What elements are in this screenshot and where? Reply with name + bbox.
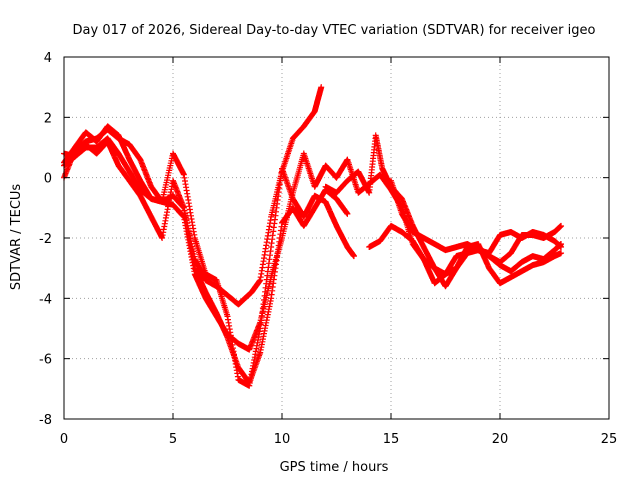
x-tick-label: 20 <box>492 432 509 447</box>
x-tick-label: 10 <box>274 432 291 447</box>
y-tick-label: -2 <box>39 232 52 247</box>
y-tick-label: -4 <box>39 292 52 307</box>
axis-layer: 0 5 10 15 20 25 -8 -6 -4 -2 0 2 4 <box>39 51 617 447</box>
y-tick-label: -6 <box>39 353 52 368</box>
x-tick-label: 25 <box>601 432 618 447</box>
y-tick-label: -8 <box>39 413 52 428</box>
y-tick-label: 2 <box>44 111 52 126</box>
series-track-3 <box>61 138 351 386</box>
x-axis-label: GPS time / hours <box>280 460 389 475</box>
series-layer <box>61 84 565 389</box>
chart-title: Day 017 of 2026, Sidereal Day-to-day VTE… <box>73 23 596 38</box>
series-track-7 <box>388 177 565 257</box>
y-axis-label: SDTVAR / TECUs <box>9 184 24 291</box>
data-point-markers <box>366 222 565 287</box>
data-point-markers <box>388 177 565 257</box>
data-point-markers <box>61 138 351 386</box>
y-tick-label: 4 <box>44 51 52 66</box>
series-track-6 <box>366 222 565 287</box>
series-track-2 <box>61 123 357 389</box>
y-tick-label: 0 <box>44 172 52 187</box>
data-point-markers <box>61 123 357 389</box>
x-tick-label: 15 <box>383 432 400 447</box>
x-tick-label: 0 <box>60 432 68 447</box>
x-tick-label: 5 <box>169 432 177 447</box>
